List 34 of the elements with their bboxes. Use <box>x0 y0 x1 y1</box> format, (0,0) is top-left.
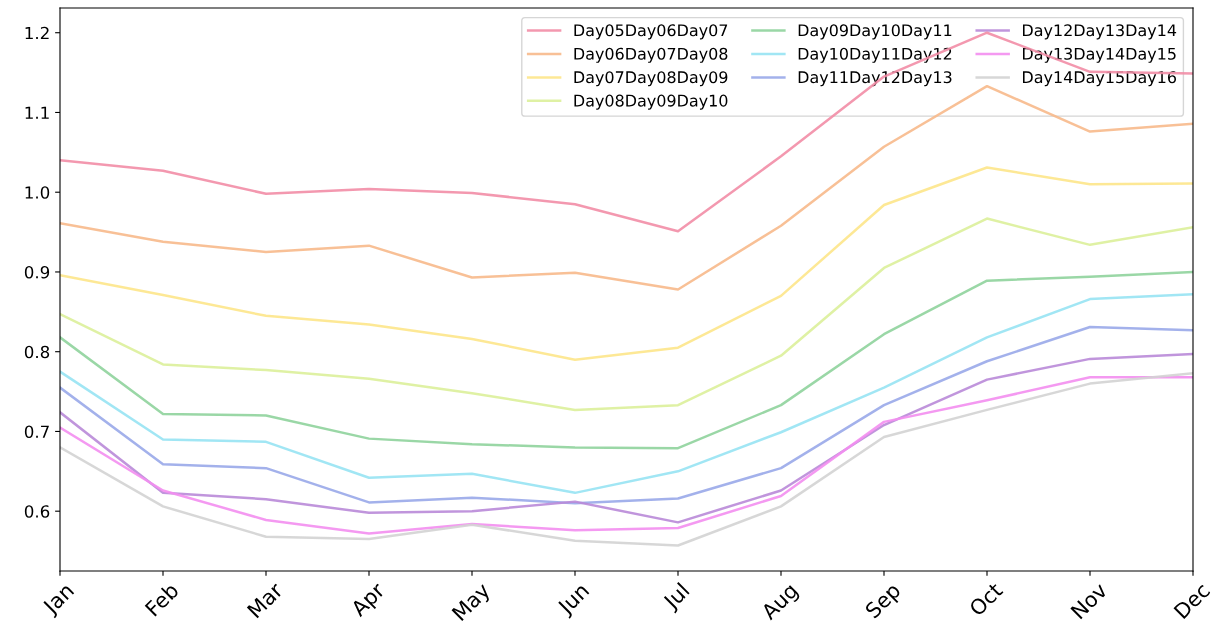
x-tick-label: Jun <box>556 582 593 619</box>
legend-label: Day14Day15Day16 <box>1023 71 1177 87</box>
legend-label: Day13Day14Day15 <box>1023 47 1176 63</box>
line-series <box>60 293 1193 495</box>
line-series <box>60 166 1193 361</box>
y-tick-label: 0.9 <box>24 265 50 279</box>
legend-label: Day07Day08Day09 <box>574 71 728 87</box>
x-tick-label: Aug <box>760 582 802 624</box>
line-series <box>60 217 1193 412</box>
y-tick-label: 1.1 <box>25 106 49 119</box>
y-tick-label: 1.0 <box>25 186 50 199</box>
legend-label: Day11Day12Day13 <box>798 71 952 87</box>
x-tick-label: Sep <box>864 581 905 622</box>
legend-label: Day10Day11Day12 <box>798 47 952 63</box>
x-tick-label: Nov <box>1070 581 1109 620</box>
legend-label: Day12Day13Day14 <box>1023 24 1177 40</box>
line-series <box>60 270 1193 450</box>
x-tick-label: Mar <box>246 581 285 619</box>
x-tick-label: Jan <box>41 582 78 619</box>
x-tick-label: Apr <box>349 581 389 621</box>
line-series <box>60 352 1193 524</box>
legend-label: Day06Day07Day08 <box>574 47 728 63</box>
x-tick-label: Oct <box>968 581 1004 617</box>
x-tick-label: Jul <box>661 582 693 614</box>
legend-label: Day05Day06Day07 <box>574 24 728 40</box>
y-tick-label: 1.2 <box>25 26 49 40</box>
y-tick-label: 0.6 <box>24 505 50 518</box>
x-tick-label: Feb <box>144 581 180 617</box>
x-tick-label: Dec <box>1173 582 1211 620</box>
legend-label: Day09Day10Day11 <box>798 24 952 40</box>
line-series <box>60 325 1193 505</box>
y-tick-label: 0.7 <box>24 425 49 439</box>
legend-label: Day08Day09Day10 <box>574 94 728 110</box>
y-tick-label: 0.8 <box>24 345 50 359</box>
